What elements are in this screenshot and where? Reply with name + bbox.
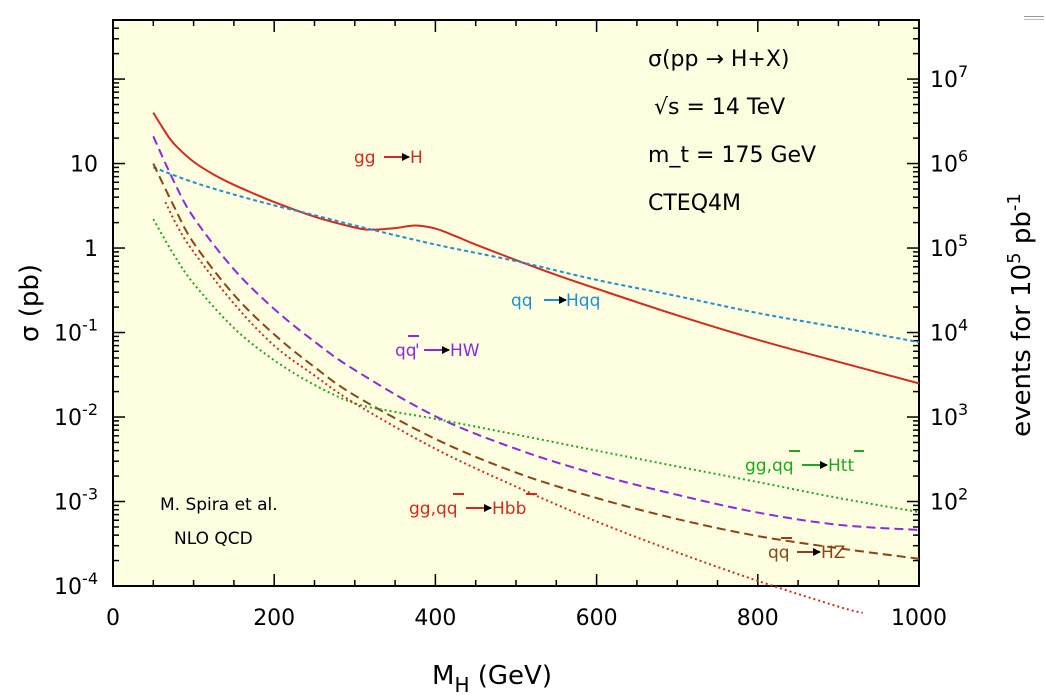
x-tick-label: 600: [576, 606, 618, 631]
y2-tick-label: 103: [930, 400, 968, 431]
axis-tick-labels: 0 200 400 600 800 1000 10 1 10-1 10-2 10-3 10-4 107 1…: [54, 62, 968, 631]
label-hz: qq HZ: [768, 537, 845, 563]
label-hbb: gg,qq Hbb: [409, 493, 537, 519]
y-tick-label: 1: [84, 237, 98, 262]
y2-tick-label: 106: [930, 147, 968, 178]
y-axis-title: σ (pb): [15, 264, 45, 342]
x-tick-label: 800: [737, 606, 779, 631]
series-line-2: [152, 135, 920, 531]
series-line-0: [152, 112, 920, 385]
svg-text:qq: qq: [768, 543, 790, 563]
svg-text:gg,qq: gg,qq: [409, 499, 458, 519]
y-tick-label: 10: [70, 153, 98, 178]
plot-area: [112, 19, 920, 587]
y-tick-label: 10-1: [54, 316, 98, 347]
cross-section-curves: [152, 112, 920, 614]
svg-text:qq: qq: [395, 341, 417, 361]
series-line-5: [164, 201, 863, 614]
label-qq-hw: qq ' HW: [395, 335, 480, 361]
x-tick-label: 1000: [891, 606, 947, 631]
top-mass-label: m_t = 175 GeV: [648, 143, 816, 168]
order-label: NLO QCD: [174, 529, 253, 549]
y-tick-label: 10-3: [54, 485, 98, 516]
x-tick-label: 400: [414, 606, 456, 631]
svg-text:H: H: [410, 148, 423, 168]
process-annotation: σ(pp → H+X) √s = 14 TeV m_t = 175 GeV CT…: [160, 47, 816, 549]
svg-text:Hqq: Hqq: [566, 291, 600, 311]
pdf-label: CTEQ4M: [648, 191, 741, 216]
label-htt: gg,qq Htt: [745, 450, 864, 476]
y2-tick-label: 104: [930, 316, 968, 347]
svg-text:gg: gg: [354, 148, 376, 168]
svg-text:HZ: HZ: [821, 543, 845, 563]
label-qq-hqq: qq Hqq: [511, 291, 600, 311]
process-label: σ(pp → H+X): [648, 47, 790, 72]
svg-text:gg,qq: gg,qq: [745, 456, 794, 476]
label-gg-h: gg H: [354, 148, 423, 168]
svg-text:': ': [415, 341, 420, 361]
x-axis-title: MH (GeV): [432, 661, 552, 697]
axis-ticks: [112, 19, 920, 587]
svg-text:Htt: Htt: [828, 456, 854, 476]
energy-label: √s = 14 TeV: [654, 95, 785, 120]
svg-text:qq: qq: [511, 291, 533, 311]
svg-text:HW: HW: [450, 341, 480, 361]
author-label: M. Spira et al.: [160, 495, 278, 515]
curve-labels: gg H qq Hqq qq ' HW gg,qq Htt gg,qq H: [354, 148, 864, 563]
y2-tick-label: 105: [930, 231, 968, 262]
y-tick-label: 10-4: [54, 569, 98, 600]
corner-mark: [1024, 16, 1044, 20]
x-tick-label: 0: [106, 606, 120, 631]
series-line-1: [152, 166, 920, 344]
svg-text:Hbb: Hbb: [492, 499, 526, 519]
x-tick-label: 200: [253, 606, 295, 631]
y2-tick-label: 107: [930, 62, 968, 93]
y-tick-label: 10-2: [54, 400, 98, 431]
y2-tick-label: 102: [930, 485, 968, 516]
y2-axis-title: events for 105 pb-1: [1004, 193, 1037, 437]
